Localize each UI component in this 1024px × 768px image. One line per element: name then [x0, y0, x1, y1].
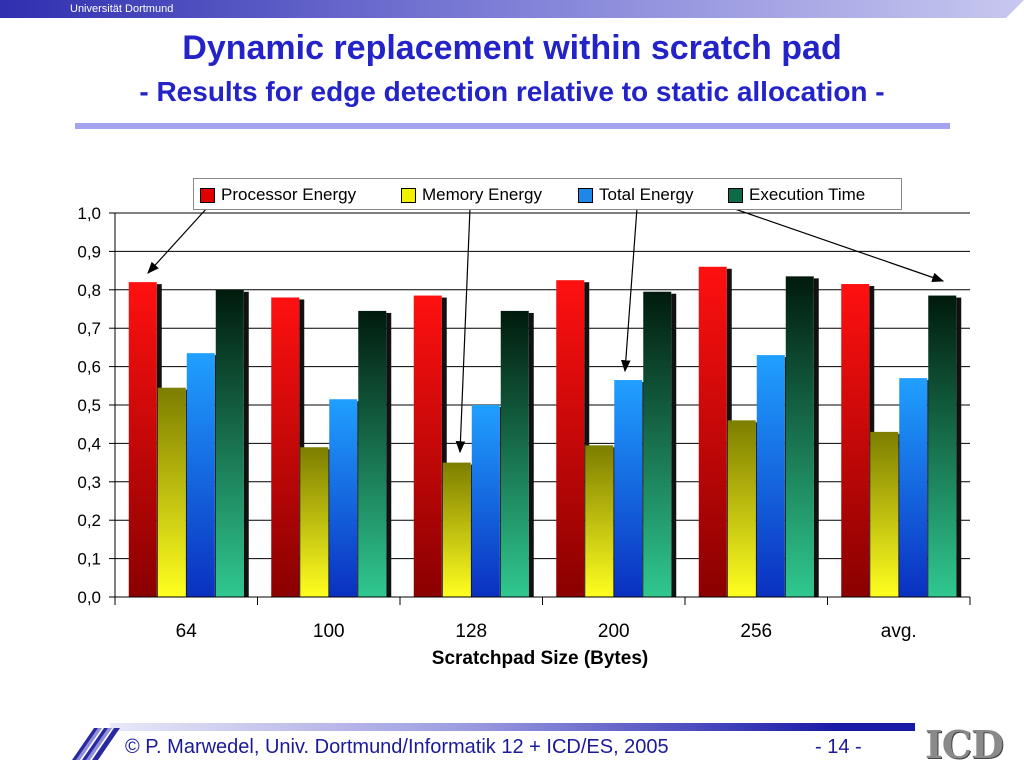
bar-memory-energy	[870, 431, 899, 597]
legend-item-execution-time: Execution Time	[728, 185, 865, 205]
bar-execution-time	[928, 295, 957, 597]
y-tick-label: 0,8	[77, 281, 101, 300]
bar-shadow	[584, 282, 590, 597]
bar-total-energy	[186, 353, 215, 597]
x-tick-label: 200	[598, 621, 630, 642]
annotation-arrow	[621, 207, 638, 373]
bar-shadow	[386, 312, 392, 597]
bar-memory-energy	[585, 445, 614, 597]
slide-title: Dynamic replacement within scratch pad	[182, 29, 842, 67]
x-tick-label: 100	[313, 621, 345, 642]
y-tick-label: 0,4	[77, 434, 101, 453]
page-number: - 14 -	[815, 736, 862, 758]
bar-memory-energy	[727, 420, 756, 597]
legend-item-memory-energy: Memory Energy	[401, 185, 542, 205]
bar-shadow	[956, 297, 962, 597]
annotation-arrow	[731, 207, 945, 283]
legend-label: Processor Energy	[221, 185, 357, 204]
bar-execution-time	[500, 310, 529, 597]
y-tick-label: 0,5	[77, 396, 101, 415]
annotation-arrow	[455, 207, 471, 454]
slide-subtitle: - Results for edge detection relative to…	[139, 76, 885, 107]
annotation-arrow	[147, 207, 208, 274]
university-logo-icon	[72, 728, 120, 760]
y-tick-label: 0,6	[77, 358, 101, 377]
legend-swatch-execution	[728, 187, 743, 203]
footer-band	[110, 723, 915, 731]
y-tick-label: 0,3	[77, 473, 101, 492]
y-tick-label: 0,1	[77, 550, 101, 569]
legend-item-processor-energy: Processor Energy	[200, 185, 356, 205]
bar-processor-energy	[556, 280, 585, 597]
bar-processor-energy	[841, 284, 870, 597]
x-tick-label: avg.	[881, 621, 917, 642]
bar-chart: 0,0 0,1 0,2 0,3 0,4 0,5 0,6 0,7 0,8 0,9 1,0 64 100 12…	[77, 204, 971, 669]
chart-legend: Processor Energy Memory Energy Total Ene…	[193, 178, 902, 210]
x-tick-label: 256	[740, 621, 772, 642]
legend-label: Memory Energy	[422, 185, 542, 204]
bar-execution-time	[215, 289, 244, 597]
bar-total-energy	[614, 380, 643, 597]
x-axis-label: Scratchpad Size (Bytes)	[432, 648, 648, 669]
legend-item-total-energy: Total Energy	[578, 185, 694, 205]
title-divider	[75, 123, 950, 129]
bar-memory-energy	[157, 387, 186, 597]
bar-shadow	[528, 312, 534, 597]
legend-swatch-total	[578, 187, 593, 203]
legend-swatch-memory	[401, 187, 416, 203]
bar-shadow	[813, 278, 819, 597]
legend-label: Total Energy	[599, 185, 694, 204]
header-bar	[0, 0, 1024, 18]
bar-memory-energy	[300, 447, 329, 597]
university-label: Universität Dortmund	[70, 3, 174, 15]
x-tick-label: 128	[455, 621, 487, 642]
footer-copyright: © P. Marwedel, Univ. Dortmund/Informatik…	[125, 736, 669, 758]
bar-shadow	[441, 297, 447, 597]
y-tick-label: 0,2	[77, 511, 101, 530]
x-tick-label: 64	[176, 621, 198, 642]
bar-total-energy	[471, 405, 500, 597]
legend-swatch-processor	[200, 187, 215, 203]
bar-shadow	[243, 291, 249, 597]
bar-shadow	[671, 293, 677, 597]
bar-processor-energy	[413, 295, 442, 597]
bar-total-energy	[756, 355, 785, 597]
icd-logo: ICD	[925, 722, 1004, 767]
y-tick-label: 1,0	[77, 204, 101, 223]
bar-execution-time	[643, 291, 672, 597]
bar-execution-time	[785, 276, 814, 597]
bar-execution-time	[358, 310, 387, 597]
bar-processor-energy	[271, 297, 300, 597]
bar-memory-energy	[442, 462, 471, 597]
y-tick-label: 0,9	[77, 242, 101, 261]
bar-total-energy	[899, 378, 928, 597]
bar-total-energy	[329, 399, 358, 597]
y-tick-label: 0,0	[77, 588, 101, 607]
bar-processor-energy	[698, 266, 727, 597]
legend-label: Execution Time	[749, 185, 866, 204]
bar-processor-energy	[128, 282, 157, 597]
y-tick-label: 0,7	[77, 319, 101, 338]
